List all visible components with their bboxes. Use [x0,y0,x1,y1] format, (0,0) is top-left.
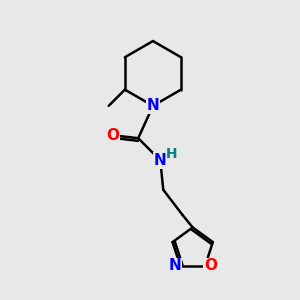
Text: O: O [107,128,120,143]
Text: N: N [169,258,181,273]
Text: H: H [166,147,177,161]
Text: N: N [147,98,159,113]
Text: N: N [154,153,167,168]
Text: O: O [204,258,217,273]
